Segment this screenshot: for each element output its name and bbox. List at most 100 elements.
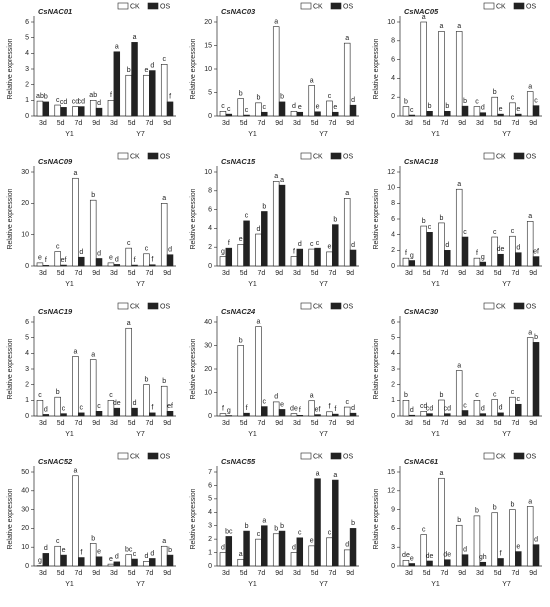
y-axis-label: Relative expression — [7, 188, 14, 249]
y-axis-label: Relative expression — [190, 488, 197, 549]
bar — [78, 257, 84, 266]
y-tick-label: 7 — [208, 469, 212, 476]
legend-label: OS — [160, 303, 170, 310]
group-label: Y1 — [248, 131, 257, 138]
significance-letter: f — [500, 550, 502, 557]
group-label: Y7 — [502, 431, 511, 438]
significance-letter: bc — [125, 547, 133, 554]
bar — [309, 546, 315, 566]
significance-letter: d — [150, 550, 154, 557]
significance-letter: d — [115, 554, 119, 561]
group-label: Y7 — [136, 431, 145, 438]
legend-swatch — [484, 303, 494, 309]
bar — [114, 408, 120, 416]
significance-letter: d — [345, 542, 349, 549]
significance-letter: ef — [315, 406, 321, 413]
significance-letter: c — [56, 243, 60, 250]
x-tick-label: 9d — [346, 270, 354, 277]
bar — [403, 107, 409, 116]
x-tick-label: 3d — [222, 120, 230, 127]
bar — [527, 506, 533, 566]
x-tick-label: 5d — [494, 270, 502, 277]
x-tick-label: 9d — [458, 270, 466, 277]
significance-letter: a — [256, 319, 260, 326]
significance-letter: c — [109, 392, 113, 399]
y-tick-label: 2 — [208, 536, 212, 543]
bar — [291, 111, 297, 116]
x-tick-label: 7d — [511, 570, 519, 577]
group-label: Y1 — [431, 581, 440, 588]
bar — [114, 264, 120, 266]
bar — [444, 560, 450, 566]
x-tick-label: 9d — [163, 120, 171, 127]
legend-label: OS — [160, 3, 170, 10]
bar — [55, 397, 61, 416]
x-tick-label: 5d — [240, 570, 248, 577]
x-tick-label: 9d — [529, 570, 537, 577]
y-tick-label: 30 — [21, 169, 29, 176]
y-tick-label: 30 — [21, 506, 29, 513]
significance-letter: d — [44, 406, 48, 413]
significance-letter: d — [481, 105, 485, 112]
chart-title: CsNAC15 — [221, 157, 256, 166]
y-tick-label: 10 — [21, 544, 29, 551]
bar — [462, 555, 468, 566]
significance-letter: a — [127, 320, 131, 327]
bar — [439, 31, 445, 116]
y-tick-label: 4 — [391, 232, 395, 239]
x-tick-label: 9d — [92, 270, 100, 277]
significance-letter: e — [499, 106, 503, 113]
y-tick-label: 0 — [391, 263, 395, 270]
bar — [244, 531, 250, 566]
significance-letter: a — [274, 173, 278, 180]
y-tick-label: 0 — [208, 563, 212, 570]
legend-label: OS — [526, 453, 536, 460]
group-label: Y7 — [136, 131, 145, 138]
significance-letter: e — [109, 556, 113, 563]
significance-letter: a — [262, 518, 266, 525]
legend-swatch — [118, 303, 128, 309]
significance-letter: g — [227, 407, 231, 414]
x-tick-label: 5d — [57, 420, 65, 427]
significance-letter: bc — [225, 528, 233, 535]
bar — [480, 262, 486, 266]
significance-letter: b — [439, 392, 443, 399]
significance-letter: b — [404, 98, 408, 105]
bar — [78, 107, 84, 116]
bar — [309, 249, 315, 266]
significance-letter: g — [481, 254, 485, 261]
bar — [244, 115, 250, 116]
y-tick-label: 0 — [391, 413, 395, 420]
group-label: Y1 — [65, 281, 74, 288]
y-tick-label: 0 — [25, 563, 29, 570]
significance-letter: a — [528, 213, 532, 220]
bar — [456, 525, 462, 566]
significance-letter: a — [73, 170, 77, 177]
y-tick-label: 12 — [387, 169, 395, 176]
x-tick-label: 7d — [74, 420, 82, 427]
legend-label: CK — [496, 153, 506, 160]
bar — [238, 99, 244, 116]
bar — [409, 115, 415, 116]
y-tick-label: 3 — [208, 523, 212, 530]
bar — [291, 553, 297, 566]
y-tick-label: 4 — [25, 50, 29, 57]
y-tick-label: 5 — [25, 35, 29, 42]
bar — [114, 52, 120, 116]
x-tick-label: 9d — [275, 120, 283, 127]
bar — [439, 223, 445, 266]
x-tick-label: 5d — [423, 270, 431, 277]
significance-letter: ef — [167, 403, 173, 410]
bar — [332, 480, 338, 566]
significance-letter: f — [246, 405, 248, 412]
bar — [256, 103, 262, 116]
y-tick-label: 6 — [208, 482, 212, 489]
significance-letter: f — [45, 257, 47, 264]
legend-swatch — [484, 453, 494, 459]
y-tick-label: 3 — [391, 544, 395, 551]
significance-letter: a — [91, 351, 95, 358]
y-tick-label: 10 — [387, 185, 395, 192]
bar — [279, 409, 285, 416]
x-tick-label: 5d — [128, 270, 136, 277]
